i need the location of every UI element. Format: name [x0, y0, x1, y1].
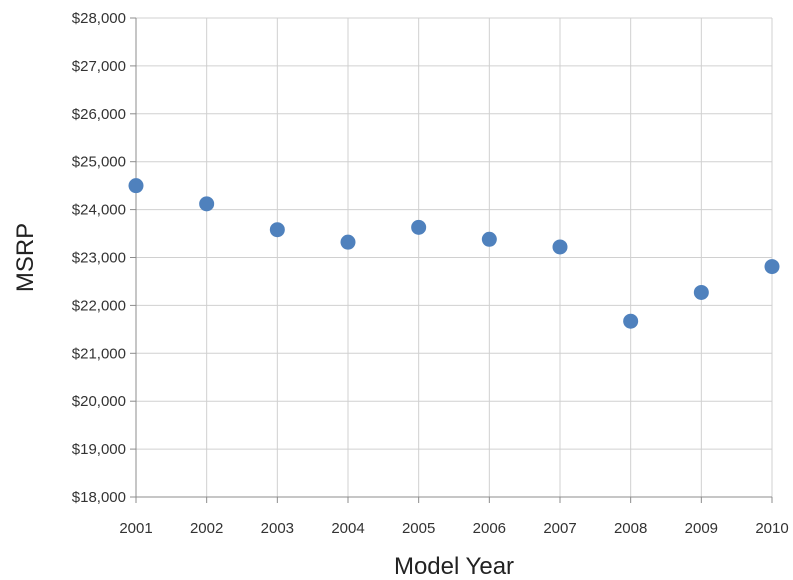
data-point: [623, 313, 639, 329]
x-tick-label: 2007: [543, 520, 576, 537]
grid: [135, 17, 773, 498]
x-tick-label: 2002: [190, 520, 223, 537]
data-point: [199, 196, 215, 212]
data-points: [128, 178, 780, 329]
y-tick-label: $20,000: [72, 393, 126, 410]
x-axis-title: Model Year: [394, 553, 514, 580]
data-point: [693, 284, 709, 300]
x-tick-label: 2008: [614, 520, 647, 537]
y-tick-label: $21,000: [72, 345, 126, 362]
y-tick-label: $28,000: [72, 10, 126, 27]
data-point: [552, 239, 568, 255]
axes: [130, 17, 773, 503]
data-point: [128, 178, 144, 194]
tick-labels: $18,000 $19,000 $20,000 $21,000 $22,000 $23,0…: [72, 10, 789, 537]
x-tick-label: 2009: [685, 520, 718, 537]
data-point: [269, 222, 285, 238]
data-point: [764, 259, 780, 275]
x-tick-label: 2010: [755, 520, 788, 537]
y-tick-label: $27,000: [72, 58, 126, 75]
y-tick-label: $24,000: [72, 202, 126, 219]
y-axis-title: MSRP: [12, 223, 39, 292]
x-tick-label: 2001: [119, 520, 152, 537]
x-tick-label: 2003: [261, 520, 294, 537]
y-tick-label: $25,000: [72, 154, 126, 171]
y-tick-label: $19,000: [72, 441, 126, 458]
x-tick-label: 2005: [402, 520, 435, 537]
y-tick-label: $26,000: [72, 106, 126, 123]
data-point: [481, 231, 497, 247]
data-point: [411, 219, 427, 235]
data-point: [340, 234, 356, 250]
y-tick-label: $23,000: [72, 250, 126, 267]
x-tick-label: 2006: [473, 520, 506, 537]
y-tick-label: $18,000: [72, 489, 126, 506]
x-tick-label: 2004: [331, 520, 364, 537]
y-tick-label: $22,000: [72, 297, 126, 314]
